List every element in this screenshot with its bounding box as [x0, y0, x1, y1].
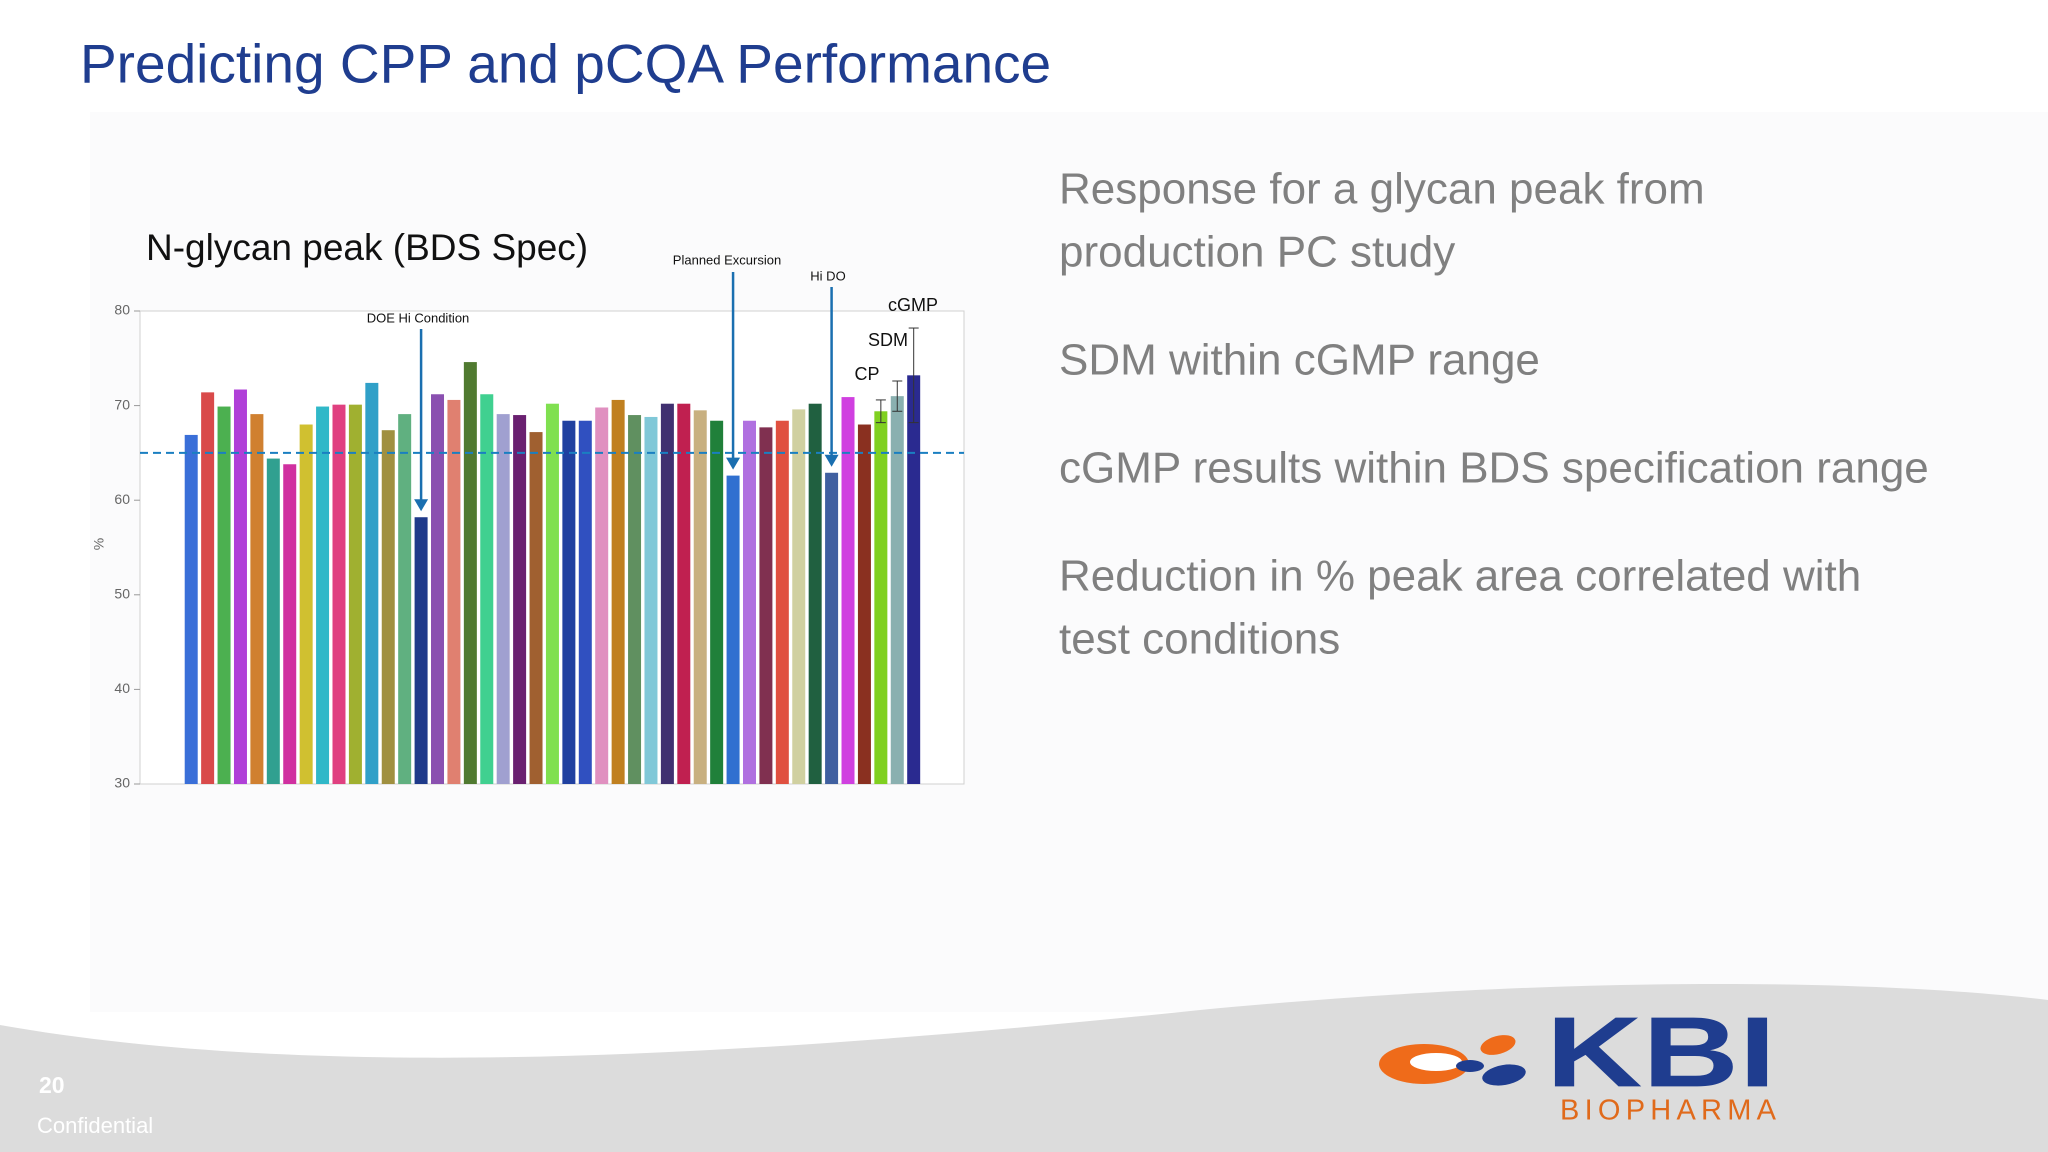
bullet-text: production PC study: [1059, 228, 1455, 277]
y-tick-label: 40: [114, 680, 130, 696]
chart-title: N-glycan peak (BDS Spec): [146, 227, 588, 268]
bullet-text: Response for a glycan peak from: [1059, 165, 1705, 214]
logo-swoosh: [1482, 1064, 1526, 1086]
y-tick-label: 50: [114, 586, 130, 602]
bullet-text: test conditions: [1059, 615, 1340, 664]
error-bar: [908, 327, 919, 424]
slide-title: Predicting CPP and pCQA Performance: [80, 33, 1051, 95]
bar: [431, 394, 445, 784]
y-axis-label: %: [91, 538, 107, 550]
bar: [217, 406, 231, 784]
bar: [775, 420, 789, 784]
bar: [660, 403, 674, 784]
logo-swoosh: [1480, 1035, 1516, 1055]
logo-swoosh: [1410, 1053, 1462, 1071]
bar: [332, 404, 346, 784]
annotation-arrowhead: [414, 499, 429, 512]
annotation: DOE Hi Condition: [367, 310, 470, 325]
bar: [496, 414, 510, 784]
annotation-arrowhead: [726, 457, 741, 470]
logo-swoosh: [1456, 1060, 1484, 1072]
annotation: Planned Excursion: [673, 252, 781, 267]
annotation: Hi DO: [810, 268, 845, 283]
error-bar: [892, 380, 903, 412]
bar: [578, 420, 592, 784]
error-bar: [875, 399, 886, 424]
bar: [299, 424, 313, 784]
bar: [398, 414, 412, 784]
bar: [907, 375, 921, 784]
bar: [677, 403, 691, 784]
bar: [644, 416, 658, 784]
y-tick-label: 80: [114, 302, 130, 318]
bar: [250, 414, 264, 784]
bar: [890, 396, 904, 784]
bar: [562, 420, 576, 784]
bar: [545, 403, 559, 784]
bar: [283, 464, 297, 784]
bar: [513, 415, 527, 784]
bullet-text: cGMP results within BDS specification ra…: [1059, 444, 1929, 493]
bar: [825, 472, 839, 784]
bar: [316, 406, 330, 784]
page-number: 20: [39, 1072, 65, 1098]
bar: [726, 475, 740, 784]
bar: [759, 427, 773, 784]
bar: [381, 430, 395, 784]
bar: [710, 420, 724, 784]
bar: [233, 389, 247, 784]
bar: [348, 404, 362, 784]
bar: [529, 432, 543, 784]
bar: [857, 424, 871, 784]
bullet-text: Reduction in % peak area correlated with: [1059, 552, 1861, 601]
bar: [841, 397, 855, 784]
bullet-text: SDM within cGMP range: [1059, 336, 1540, 385]
bar: [447, 399, 461, 784]
logo-name: KBI: [1546, 996, 1776, 1108]
bar: [792, 409, 806, 784]
y-tick-label: 70: [114, 396, 130, 412]
logo-mark: [1379, 1035, 1526, 1086]
bar: [693, 410, 707, 784]
bar: [201, 392, 215, 784]
annotation: SDM: [868, 330, 908, 350]
bar: [808, 403, 822, 784]
footer-wave: [0, 984, 2048, 1152]
bar: [742, 420, 756, 784]
bar: [365, 382, 379, 784]
y-tick-label: 60: [114, 491, 130, 507]
bar: [628, 415, 642, 784]
annotation-arrowhead: [824, 454, 839, 467]
y-tick-label: 30: [114, 775, 130, 791]
bar: [480, 394, 494, 784]
bar: [463, 362, 477, 784]
annotation: cGMP: [888, 295, 938, 315]
bar: [611, 399, 625, 784]
annotation: CP: [854, 364, 879, 384]
bar: [184, 434, 198, 784]
bar: [414, 517, 428, 784]
logo-tagline: BIOPHARMA: [1560, 1095, 1777, 1127]
bar: [874, 411, 888, 784]
confidential: Confidential: [37, 1113, 153, 1138]
bar: [266, 458, 280, 784]
bar: [595, 407, 609, 784]
